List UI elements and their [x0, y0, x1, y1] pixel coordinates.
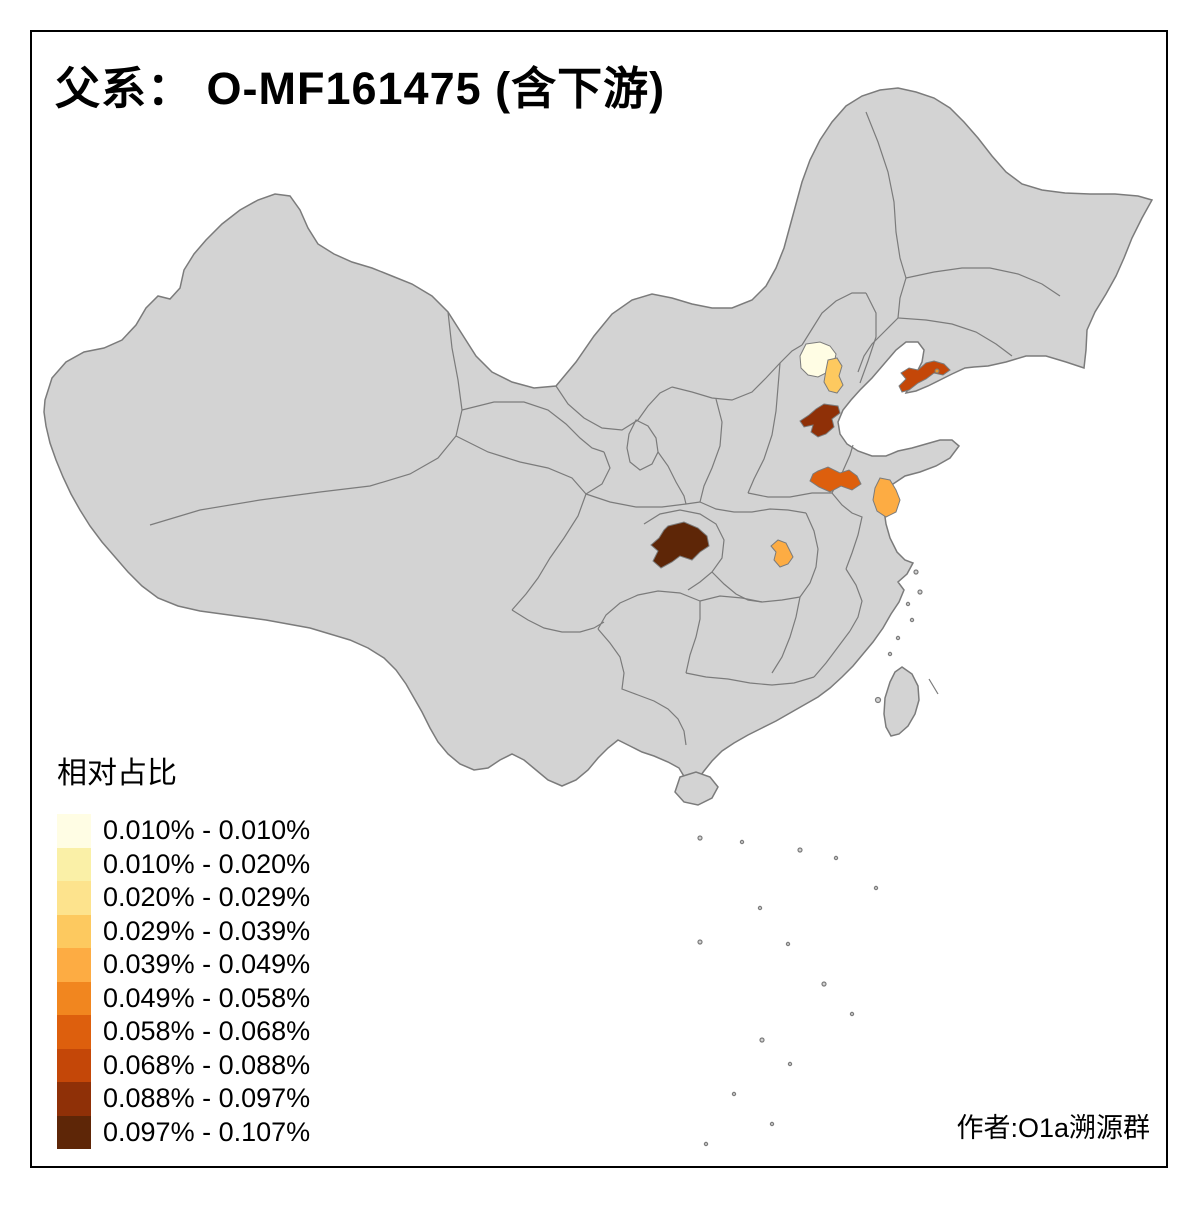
region-liaodong-islet	[934, 368, 940, 374]
legend-label: 0.020% - 0.029%	[103, 882, 311, 913]
region-tianjin	[823, 357, 844, 394]
legend-item: 0.029% - 0.039%	[57, 914, 311, 948]
legend-swatch	[57, 981, 91, 1015]
legend-item: 0.020% - 0.029%	[57, 881, 310, 915]
legend-label: 0.058% - 0.068%	[103, 1016, 311, 1047]
legend-item: 0.068% - 0.088%	[57, 1048, 311, 1082]
china-mainland	[43, 87, 1154, 788]
legend-swatch	[57, 1015, 91, 1049]
legend-label: 0.029% - 0.039%	[103, 915, 311, 946]
region-chongqing	[650, 521, 710, 569]
legend-item: 0.088% - 0.097%	[57, 1082, 310, 1116]
legend-label: 0.049% - 0.058%	[103, 982, 311, 1013]
legend-swatch	[57, 948, 91, 982]
province-borders	[149, 111, 1061, 746]
legend-label: 0.097% - 0.107%	[103, 1116, 311, 1147]
region-central-hebei	[799, 403, 841, 438]
taiwan-island	[883, 666, 920, 737]
highlighted-regions	[650, 341, 951, 569]
attribution: 作者:O1a溯源群	[956, 1113, 1150, 1143]
legend-label: 0.039% - 0.049%	[103, 949, 311, 980]
legend-item: 0.039% - 0.049%	[57, 948, 310, 982]
legend-swatch	[57, 847, 91, 881]
legend-label: 0.088% - 0.097%	[103, 1083, 311, 1114]
legend-title: 相对占比	[57, 757, 177, 790]
legend-swatch	[57, 914, 91, 948]
region-central-hubei	[770, 539, 794, 568]
legend-swatch	[57, 881, 91, 915]
page-title: 父系： O-MF161475 (含下游)	[55, 63, 666, 114]
legend-item: 0.049% - 0.058%	[57, 981, 311, 1015]
legend-swatch	[57, 1115, 91, 1149]
legend: 相对占比 0.010% - 0.010% 0.010% - 0.020% 0.020…	[57, 748, 310, 1149]
region-southwest-shandong	[809, 466, 862, 493]
legend-item: 0.097% - 0.107%	[57, 1115, 311, 1149]
legend-rows: 0.010% - 0.010% 0.010% - 0.020% 0.020% - 0…	[57, 814, 310, 1149]
legend-label: 0.010% - 0.020%	[103, 848, 311, 879]
legend-item: 0.058% - 0.068%	[57, 1015, 310, 1049]
legend-item: 0.010% - 0.020%	[57, 847, 311, 881]
region-northern-jiangsu	[872, 477, 901, 518]
legend-swatch	[57, 814, 91, 848]
legend-swatch	[57, 1082, 91, 1116]
legend-label: 0.068% - 0.088%	[103, 1049, 311, 1080]
legend-label: 0.010% - 0.010%	[103, 815, 311, 846]
hainan-island	[674, 771, 719, 806]
legend-item: 0.010% - 0.010%	[57, 814, 310, 848]
legend-swatch	[57, 1048, 91, 1082]
small-islands	[697, 569, 939, 1147]
